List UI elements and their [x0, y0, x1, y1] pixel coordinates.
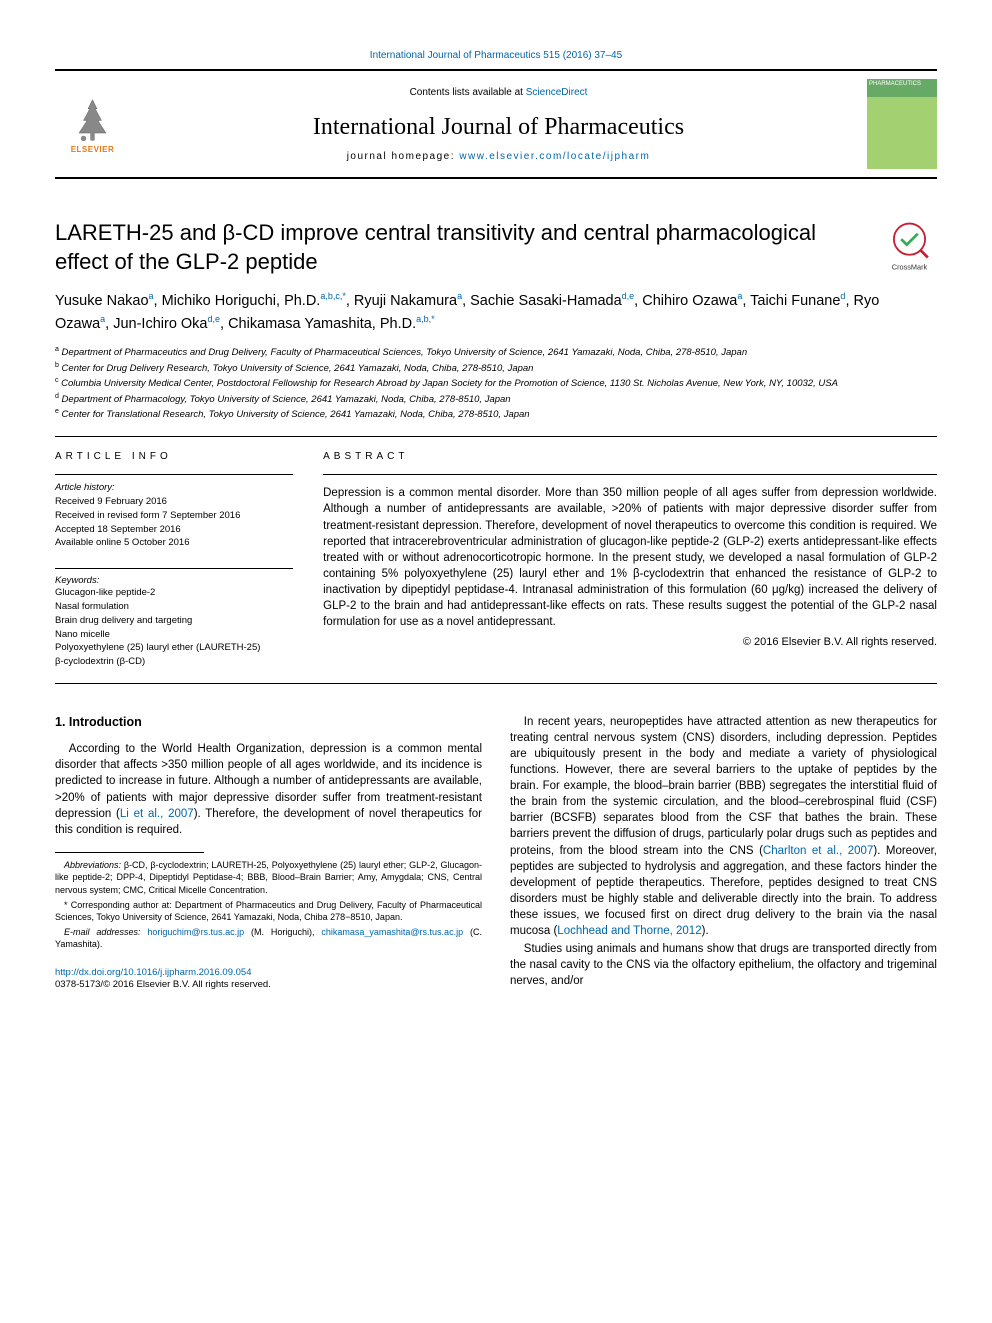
- citation-link[interactable]: Li et al., 2007: [120, 808, 194, 820]
- homepage-link[interactable]: www.elsevier.com/locate/ijpharm: [459, 151, 650, 162]
- history-line: Available online 5 October 2016: [55, 536, 293, 550]
- keyword: Nano micelle: [55, 628, 293, 642]
- body-column-left: 1. Introduction According to the World H…: [55, 714, 482, 992]
- journal-name: International Journal of Pharmaceutics: [142, 108, 855, 151]
- info-divider: [55, 474, 293, 475]
- footnote-separator: [55, 852, 204, 853]
- citation-link[interactable]: Lochhead and Thorne, 2012: [557, 925, 701, 937]
- email-label: E-mail addresses:: [64, 927, 140, 937]
- elsevier-logo: ELSEVIER: [55, 82, 130, 167]
- corresponding-author: * Corresponding author at: Department of…: [55, 899, 482, 924]
- keyword: β-cyclodextrin (β-CD): [55, 655, 293, 669]
- header-center: Contents lists available at ScienceDirec…: [142, 87, 855, 162]
- footnotes: Abbreviations: β-CD, β-cyclodextrin; LAU…: [55, 859, 482, 951]
- crossmark-badge[interactable]: CrossMark: [882, 219, 937, 274]
- crossmark-label: CrossMark: [892, 262, 928, 271]
- divider: [55, 436, 937, 437]
- info-divider: [55, 568, 293, 569]
- history-line: Received in revised form 7 September 201…: [55, 509, 293, 523]
- article-info-head: ARTICLE INFO: [55, 451, 293, 462]
- doi-block: http://dx.doi.org/10.1016/j.ijpharm.2016…: [55, 967, 482, 992]
- body-paragraph: According to the World Health Organizati…: [55, 741, 482, 838]
- affiliations: a Department of Pharmaceutics and Drug D…: [55, 345, 937, 422]
- keyword: Nasal formulation: [55, 600, 293, 614]
- email-link[interactable]: chikamasa_yamashita@rs.tus.ac.jp: [321, 927, 463, 937]
- doi-link[interactable]: http://dx.doi.org/10.1016/j.ijpharm.2016…: [55, 967, 251, 978]
- abstract-column: ABSTRACT Depression is a common mental d…: [323, 451, 937, 668]
- abstract-head: ABSTRACT: [323, 451, 937, 462]
- contents-line: Contents lists available at ScienceDirec…: [142, 87, 855, 98]
- body-column-right: In recent years, neuropeptides have attr…: [510, 714, 937, 992]
- history-label: Article history:: [55, 481, 293, 495]
- authors-list: Yusuke Nakaoa, Michiko Horiguchi, Ph.D.a…: [55, 290, 937, 335]
- elsevier-tree-icon: [70, 95, 115, 145]
- cover-label: PHARMACEUTICS: [869, 81, 921, 87]
- intro-heading: 1. Introduction: [55, 714, 482, 732]
- article-info-column: ARTICLE INFO Article history: Received 9…: [55, 451, 293, 668]
- sciencedirect-link[interactable]: ScienceDirect: [526, 87, 588, 98]
- abstract-copyright: © 2016 Elsevier B.V. All rights reserved…: [323, 636, 937, 648]
- issn-copyright: 0378-5173/© 2016 Elsevier B.V. All right…: [55, 979, 271, 990]
- journal-header: ELSEVIER Contents lists available at Sci…: [55, 69, 937, 179]
- citation-link[interactable]: Charlton et al., 2007: [763, 845, 873, 857]
- journal-cover-thumbnail: PHARMACEUTICS: [867, 79, 937, 169]
- divider: [55, 683, 937, 684]
- paper-title: LARETH-25 and β-CD improve central trans…: [55, 219, 862, 276]
- abbrev-label: Abbreviations:: [64, 860, 121, 870]
- homepage-pre: journal homepage:: [347, 151, 460, 162]
- keyword: Polyoxyethylene (25) lauryl ether (LAURE…: [55, 641, 293, 655]
- keyword: Brain drug delivery and targeting: [55, 614, 293, 628]
- homepage-line: journal homepage: www.elsevier.com/locat…: [142, 151, 855, 162]
- body-paragraph: In recent years, neuropeptides have attr…: [510, 714, 937, 939]
- history-line: Received 9 February 2016: [55, 495, 293, 509]
- email-link[interactable]: horiguchim@rs.tus.ac.jp: [147, 927, 244, 937]
- abstract-text: Depression is a common mental disorder. …: [323, 485, 937, 630]
- journal-citation-link[interactable]: International Journal of Pharmaceutics 5…: [55, 50, 937, 61]
- body-paragraph: Studies using animals and humans show th…: [510, 941, 937, 989]
- keyword: Glucagon-like peptide-2: [55, 586, 293, 600]
- history-line: Accepted 18 September 2016: [55, 523, 293, 537]
- keywords-label: Keywords:: [55, 575, 293, 586]
- abs-divider: [323, 474, 937, 475]
- elsevier-label: ELSEVIER: [71, 145, 115, 154]
- contents-pre: Contents lists available at: [410, 87, 526, 98]
- email-attribution: (M. Horiguchi),: [244, 927, 321, 937]
